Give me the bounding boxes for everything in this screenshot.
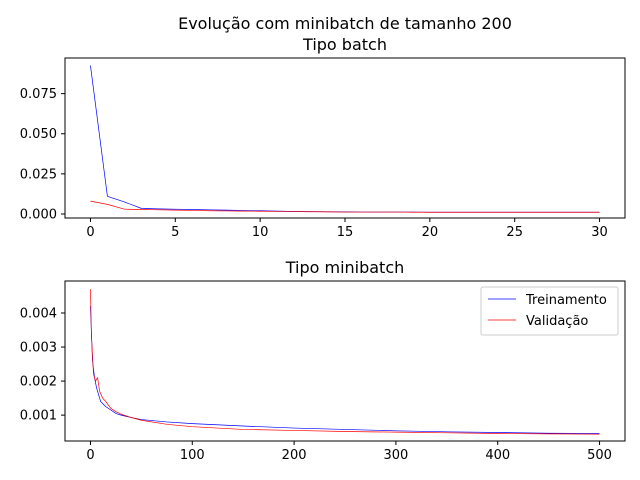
x-tick-label: 500: [587, 448, 612, 463]
axes-minibatch-plot-area: 0 100 200 300 400 500 0.001 0.002 0.003 0.004: [20, 289, 612, 463]
y-tick-label: 0.004: [20, 307, 57, 322]
axes-minibatch-frame: [64, 280, 626, 442]
y-tick-label: 0.003: [20, 341, 57, 356]
y-tick-label: 0.050: [20, 127, 57, 142]
series-line-val: [90, 289, 600, 435]
series-line-train: [90, 65, 600, 213]
x-tick-label: 25: [506, 225, 523, 240]
x-tick-label: 0: [86, 225, 94, 240]
axes-batch-title: Tipo batch: [302, 35, 387, 54]
legend: Treinamento Validação: [480, 286, 619, 336]
axes-minibatch: Tipo minibatch 0 100 200 300 400 500 0.001 0.00…: [20, 258, 626, 463]
axes-batch: Tipo batch 0 5 10 15 20 25 30 0.000 0.025 0.050 0.…: [20, 35, 626, 240]
x-tick-label: 5: [171, 225, 179, 240]
legend-label-validacao: Validação: [526, 314, 588, 329]
x-tick-label: 400: [485, 448, 510, 463]
x-tick-label: 20: [422, 225, 439, 240]
series-line-val: [90, 200, 600, 213]
legend-label-treinamento: Treinamento: [525, 293, 607, 308]
y-tick-label: 0.075: [20, 87, 57, 102]
y-tick-label: 0.025: [20, 167, 57, 182]
x-tick-label: 100: [180, 448, 205, 463]
figure-suptitle: Evolução com minibatch de tamanho 200: [178, 14, 512, 33]
y-tick-label: 0.001: [20, 409, 57, 424]
axes-minibatch-title: Tipo minibatch: [285, 258, 405, 277]
axes-batch-plot-area: 0 5 10 15 20 25 30 0.000 0.025 0.050 0.075: [20, 65, 608, 240]
axes-batch-frame: [64, 57, 626, 219]
x-tick-label: 30: [591, 225, 608, 240]
x-tick-label: 200: [282, 448, 307, 463]
x-tick-label: 0: [86, 448, 94, 463]
x-tick-label: 15: [337, 225, 354, 240]
y-tick-label: 0.000: [20, 207, 57, 222]
x-tick-label: 10: [252, 225, 269, 240]
x-tick-label: 300: [383, 448, 408, 463]
y-tick-label: 0.002: [20, 375, 57, 390]
